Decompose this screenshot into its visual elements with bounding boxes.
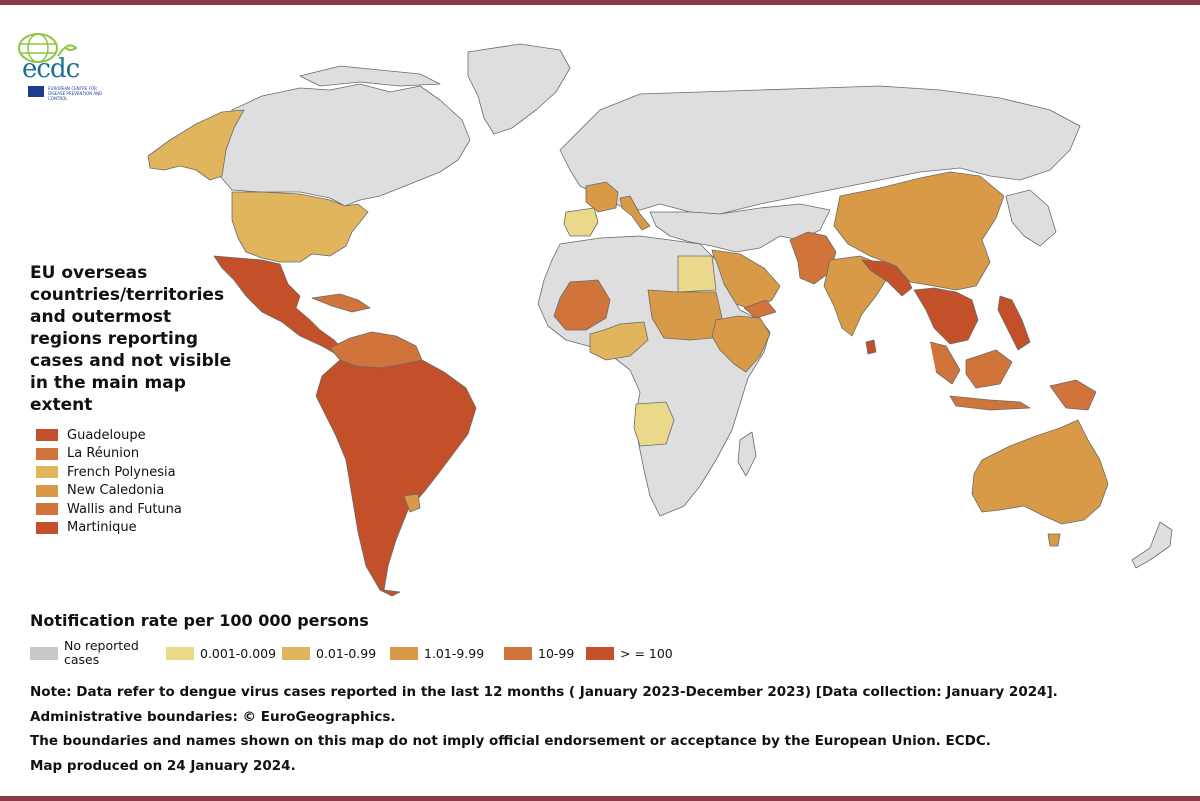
overseas-legend-swatch [36, 429, 58, 442]
overseas-legend-item: Guadeloupe [36, 426, 182, 445]
overseas-legend-swatch [36, 466, 58, 479]
legend-item: 0.001-0.009 [166, 636, 276, 670]
map-region-yemen [743, 299, 777, 319]
map-region-new-zealand [1131, 521, 1173, 569]
overseas-legend-item: Martinique [36, 519, 182, 538]
map-region-middle-east [649, 203, 831, 253]
map-region-mali-burkina [553, 279, 611, 331]
overseas-legend-label: French Polynesia [67, 464, 176, 480]
overseas-legend-label: Martinique [67, 520, 137, 536]
note-line: The boundaries and names shown on this m… [30, 733, 991, 749]
map-region-east-asia [1005, 189, 1057, 247]
legend-label: 1.01-9.99 [424, 645, 485, 661]
overseas-legend-label: Guadeloupe [67, 427, 146, 443]
legend-item: 0.01-0.99 [282, 636, 376, 670]
ecdc-logo [8, 26, 108, 106]
map-region-southeast-asia [913, 287, 979, 345]
map-region-china [833, 171, 1005, 291]
top-frame-rule [0, 0, 1200, 5]
overseas-legend-label: New Caledonia [67, 483, 165, 499]
map-region-philippines [997, 295, 1031, 351]
overseas-legend-label: Wallis and Futuna [67, 501, 182, 517]
legend-item: 10-99 [504, 636, 574, 670]
eu-flag-icon [28, 86, 44, 97]
note-line: Note: Data refer to dengue virus cases r… [30, 684, 1058, 700]
bottom-frame-rule [0, 796, 1200, 801]
map-region-madagascar [737, 431, 757, 477]
legend-label: 0.01-0.99 [316, 645, 377, 661]
overseas-legend-swatch [36, 503, 58, 516]
map-notes: Note: Data refer to dengue virus cases r… [30, 680, 1180, 778]
legend-swatch [390, 646, 418, 660]
note-line: Administrative boundaries: © EuroGeograp… [30, 708, 396, 725]
map-region-chad-sudan [647, 289, 723, 341]
legend-label: > = 100 [620, 645, 673, 661]
map-region-tasmania [1047, 533, 1061, 547]
legend: No reported cases 0.001-0.009 0.01-0.99 1.0… [30, 636, 730, 670]
legend-swatch [30, 646, 58, 660]
overseas-legend-item: La Réunion [36, 445, 182, 464]
map-region-arctic-islands [299, 65, 441, 87]
map-region-egypt [677, 255, 717, 293]
legend-swatch [166, 646, 194, 660]
map-region-iberia [563, 207, 599, 237]
map-region-greenland [467, 43, 571, 135]
map-region-usa [231, 191, 369, 263]
map-region-italy [619, 195, 651, 231]
overseas-legend-swatch [36, 447, 58, 460]
map-region-canada [219, 83, 471, 207]
logo-wordmark: ecdc [22, 54, 80, 84]
note-line: Map produced on 24 January 2024. [30, 757, 296, 774]
legend-item: No reported cases [30, 636, 154, 670]
legend-label: No reported cases [64, 638, 139, 667]
overseas-legend: Guadeloupe La Réunion French Polynesia New … [36, 426, 182, 537]
legend-swatch [504, 646, 532, 660]
legend-item: 1.01-9.99 [390, 636, 484, 670]
overseas-legend-item: Wallis and Futuna [36, 500, 182, 519]
overseas-legend-item: French Polynesia [36, 463, 182, 482]
overseas-legend-swatch [36, 521, 58, 534]
map-region-indonesia-malaysia [929, 341, 1097, 411]
map-region-uruguay [403, 493, 421, 513]
legend-title: Notification rate per 100 000 persons [30, 611, 369, 630]
overseas-legend-swatch [36, 484, 58, 497]
legend-item: > = 100 [586, 636, 673, 670]
map-region-nigeria-ghana [589, 321, 649, 361]
map-region-sri-lanka [865, 339, 877, 355]
map-region-france [585, 181, 619, 213]
logo-subtext: EUROPEAN CENTRE FOR DISEASE PREVENTION A… [48, 86, 103, 101]
map-region-australia [971, 419, 1109, 525]
legend-swatch [586, 646, 614, 660]
map-region-caribbean [311, 293, 371, 313]
map-region-horn-of-africa [711, 315, 771, 373]
globe-icon [18, 33, 78, 63]
overseas-legend-label: La Réunion [67, 446, 140, 462]
overseas-legend-item: New Caledonia [36, 482, 182, 501]
map-region-angola [633, 401, 675, 447]
map-region-south-america [315, 359, 477, 597]
overseas-panel-title: EU overseas countries/territories and ou… [30, 263, 232, 415]
legend-label: 0.001-0.009 [200, 645, 277, 661]
map-region-alaska [147, 109, 245, 181]
legend-swatch [282, 646, 310, 660]
legend-label: 10-99 [538, 645, 575, 661]
